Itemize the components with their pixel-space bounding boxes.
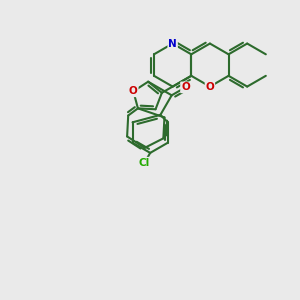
Text: O: O bbox=[129, 86, 138, 96]
Text: O: O bbox=[181, 82, 190, 92]
Text: Cl: Cl bbox=[139, 158, 150, 168]
Text: N: N bbox=[168, 38, 177, 49]
Text: O: O bbox=[206, 82, 214, 92]
